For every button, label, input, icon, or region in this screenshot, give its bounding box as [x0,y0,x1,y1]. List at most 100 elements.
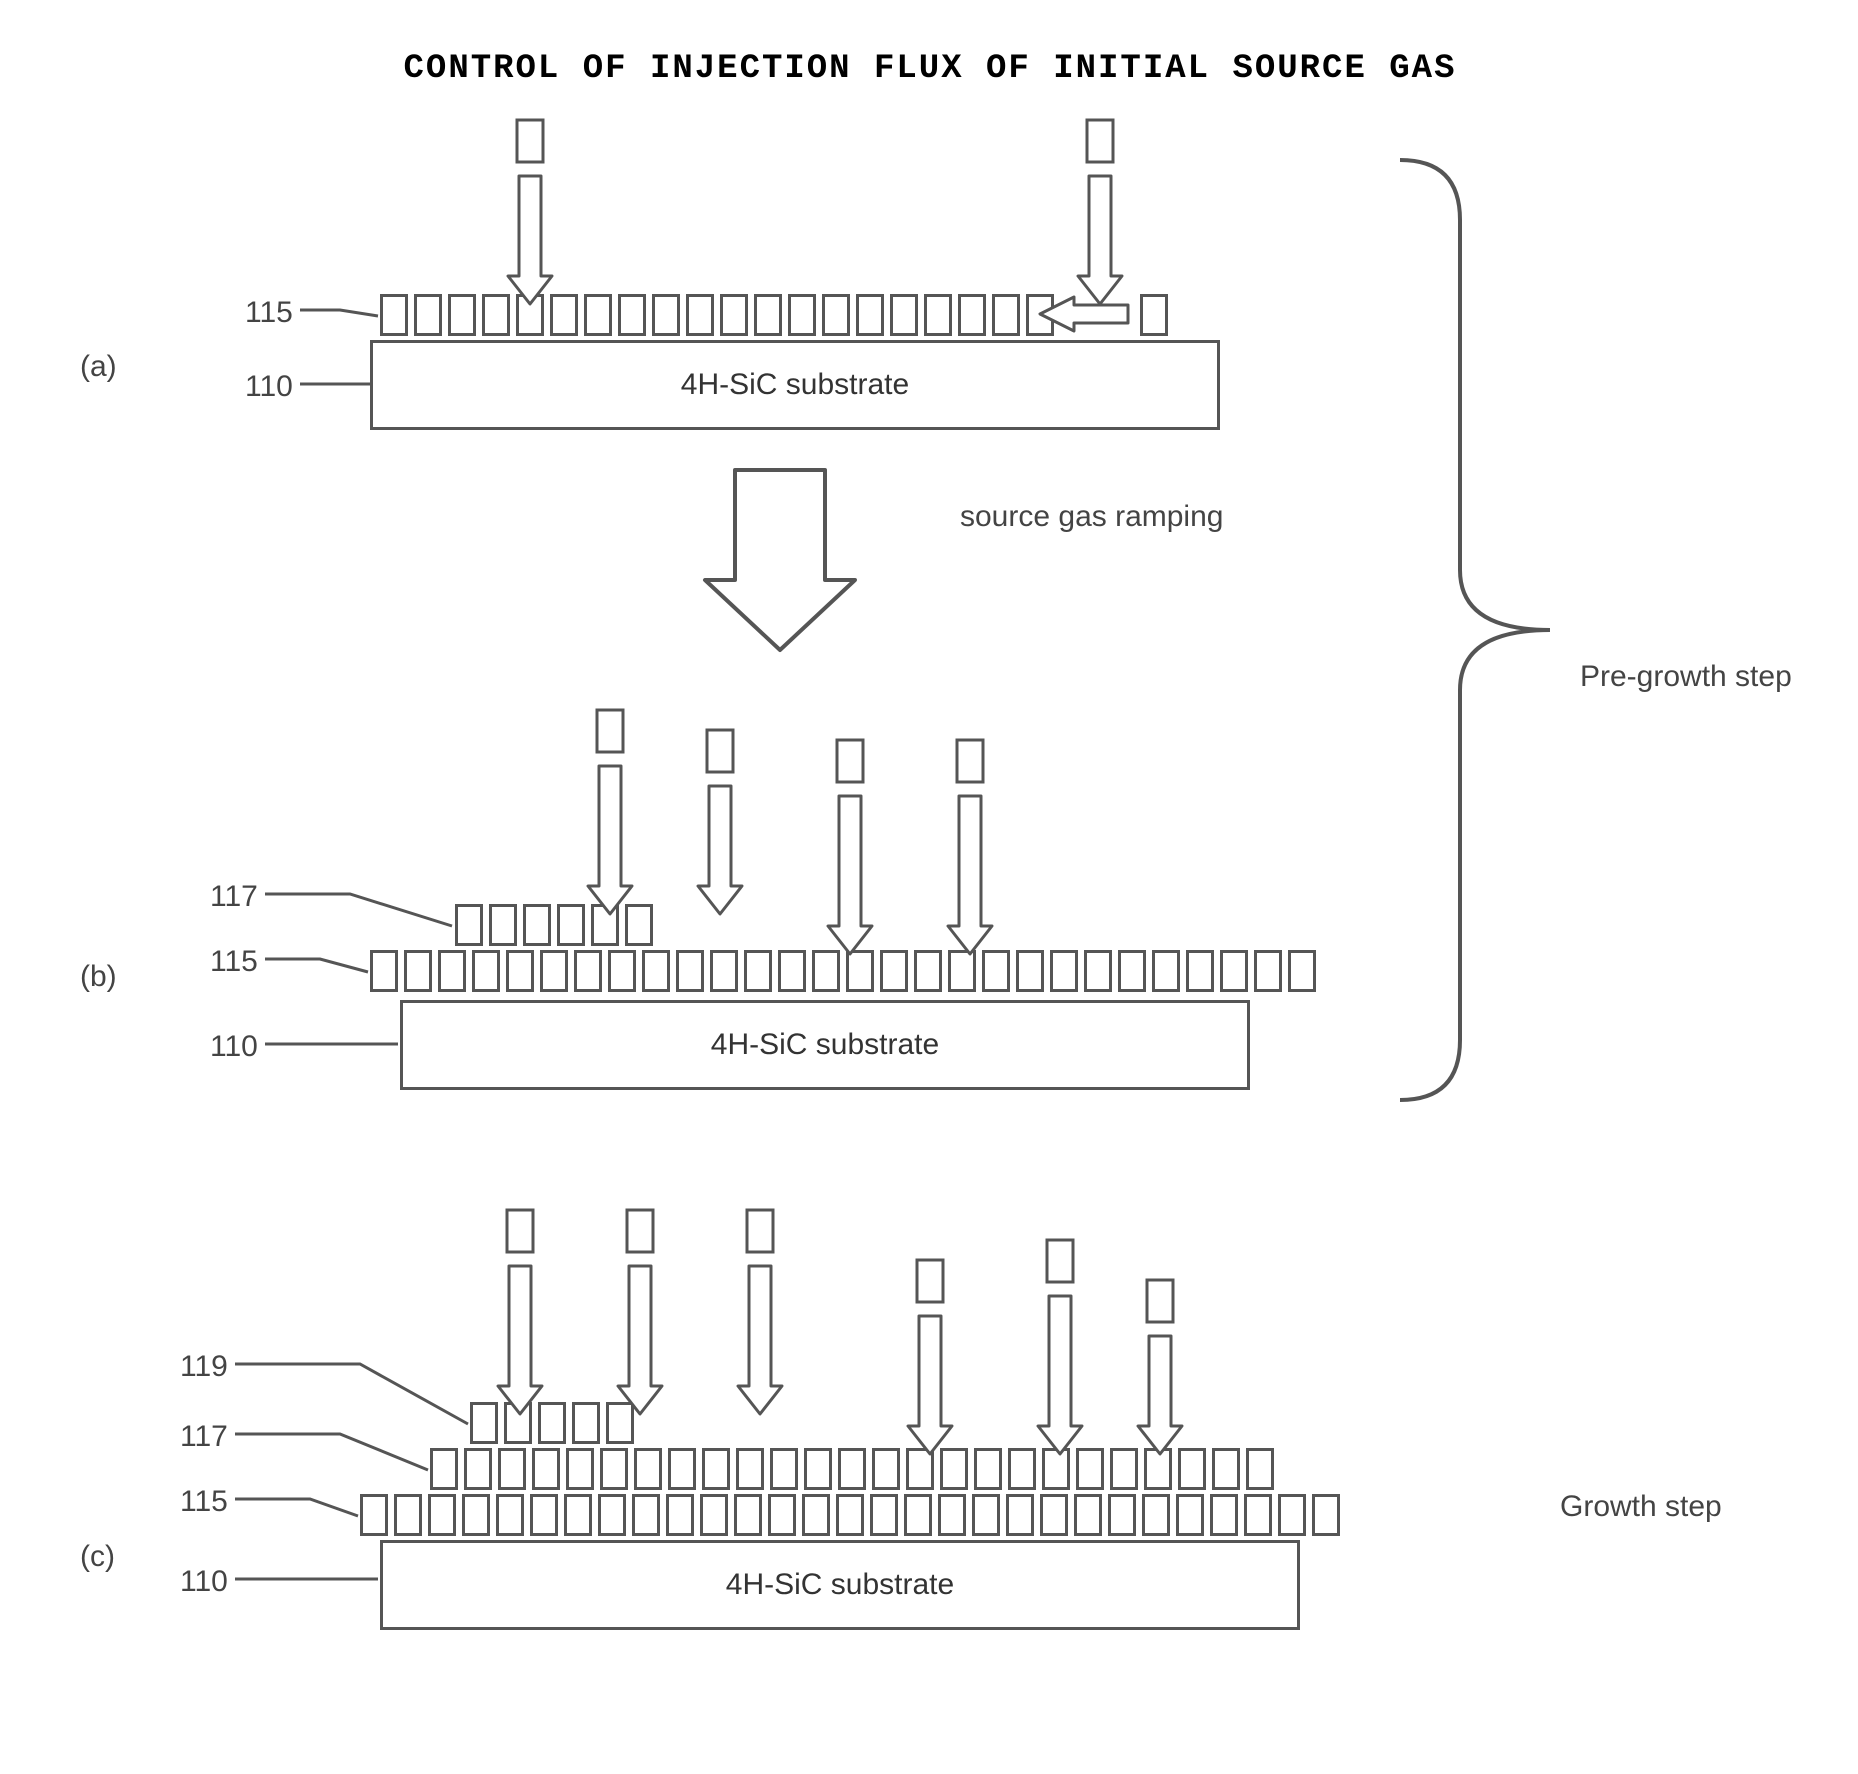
cell [1076,1448,1104,1490]
cell [380,294,408,336]
cell [710,950,738,992]
cell [523,904,551,946]
ref-c-110: 110 [180,1565,228,1599]
cell [464,1448,492,1490]
cell [768,1494,796,1536]
cell [872,1448,900,1490]
cell [428,1494,456,1536]
cell [557,904,585,946]
cell [838,1448,866,1490]
cell [666,1494,694,1536]
cell [1244,1494,1272,1536]
cell [634,1448,662,1490]
leader-lines-group [235,310,468,1579]
cell [734,1494,762,1536]
cell [1026,294,1054,336]
cell [1108,1494,1136,1536]
cell [846,950,874,992]
cell [906,1448,934,1490]
cell [736,1448,764,1490]
cell [1074,1494,1102,1536]
ref-c-115: 115 [180,1485,228,1519]
cell [498,1448,526,1490]
cell [924,294,952,336]
cell [914,950,942,992]
row-b-115 [370,950,1316,992]
figure-title: CONTROL OF INJECTION FLUX OF INITIAL SOU… [180,50,1680,88]
cell [598,1494,626,1536]
substrate-c: 4H-SiC substrate [380,1540,1300,1630]
cell [1176,1494,1204,1536]
row-c-119 [470,1402,634,1444]
cell [1278,1494,1306,1536]
cell [770,1448,798,1490]
cell [1254,950,1282,992]
ref-c-117: 117 [180,1420,228,1454]
cell [404,950,432,992]
cell [538,1402,566,1444]
cell [1220,950,1248,992]
ref-b-117: 117 [210,880,258,914]
cell [1006,1494,1034,1536]
cell [532,1448,560,1490]
cell [940,1448,968,1490]
cell [496,1494,524,1536]
cell [1016,950,1044,992]
ref-c-119: 119 [180,1350,228,1384]
cell [470,1402,498,1444]
cell [1288,950,1316,992]
cell [700,1494,728,1536]
ref-b-110: 110 [210,1030,258,1064]
panel-label-c: (c) [80,1540,115,1574]
cell [360,1494,388,1536]
substrate-a: 4H-SiC substrate [370,340,1220,430]
cell [1210,1494,1238,1536]
cell [642,950,670,992]
cell [462,1494,490,1536]
cell [972,1494,1000,1536]
caption-ramping: source gas ramping [960,500,1223,534]
cell [608,950,636,992]
cell [506,950,534,992]
row-c-115 [360,1494,1340,1536]
cell [550,294,578,336]
cell [822,294,850,336]
cell [856,294,884,336]
cell [788,294,816,336]
cell [1140,294,1168,336]
step-label-growth: Growth step [1560,1490,1722,1524]
substrate-b-text: 4H-SiC substrate [711,1028,939,1062]
cell [472,950,500,992]
cell [1110,1448,1138,1490]
row-a-115 [380,294,1054,336]
cell [836,1494,864,1536]
cell [430,1448,458,1490]
step-label-pregrowth: Pre-growth step [1580,660,1792,694]
cell [676,950,704,992]
cell [938,1494,966,1536]
cell [958,294,986,336]
cell [948,950,976,992]
cell [890,294,918,336]
cell [668,1448,696,1490]
cell [812,950,840,992]
cell [600,1448,628,1490]
cell [504,1402,532,1444]
panel-label-b: (b) [80,960,117,994]
cell [720,294,748,336]
cell [566,1448,594,1490]
ref-a-110: 110 [245,370,293,404]
cell [1084,950,1112,992]
cell [618,294,646,336]
cell [686,294,714,336]
row-c-117 [430,1448,1274,1490]
cell [516,294,544,336]
cell [1040,1494,1068,1536]
cell [574,950,602,992]
cell [754,294,782,336]
cell [540,950,568,992]
panel-label-a: (a) [80,350,117,384]
cell [591,904,619,946]
cell [1246,1448,1274,1490]
cell [778,950,806,992]
